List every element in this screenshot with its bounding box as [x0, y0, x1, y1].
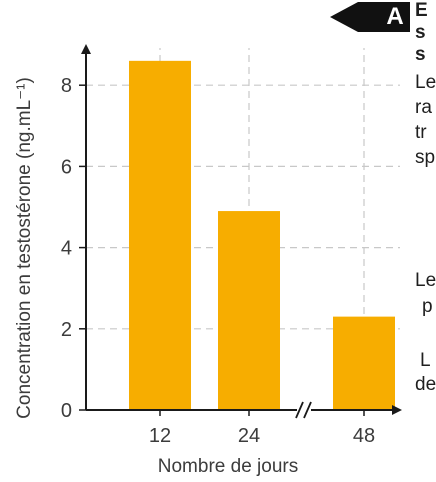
axes — [79, 44, 402, 419]
side-text-line: Le — [415, 270, 436, 291]
axis-break-mark — [303, 401, 312, 419]
x-axis-arrow — [392, 405, 402, 415]
y-axis-arrow — [81, 44, 91, 54]
x-tick-label: 48 — [353, 425, 375, 447]
axis-break-gap — [297, 407, 311, 413]
y-tick-label: 8 — [61, 75, 72, 97]
side-text-line: sp — [415, 147, 436, 168]
bar — [218, 211, 280, 410]
y-tick-label: 0 — [61, 400, 72, 422]
side-text-line: de — [415, 374, 436, 395]
side-text-line: p — [422, 296, 433, 317]
side-text-line: ra — [415, 97, 432, 118]
side-text-line: tr — [415, 122, 427, 143]
axis-break-mark — [295, 401, 304, 419]
side-text-line: Le — [415, 72, 436, 93]
x-axis-label: Nombre de jours — [158, 456, 298, 477]
side-text-line: L — [420, 350, 431, 371]
badge-arrow-icon — [330, 2, 410, 32]
panel-badge — [330, 2, 410, 32]
bars — [129, 60, 395, 411]
bar — [333, 316, 395, 410]
y-tick-label: 2 — [61, 319, 72, 341]
x-tick-label: 24 — [238, 425, 260, 447]
y-tick-label: 4 — [61, 238, 72, 260]
bar — [129, 60, 191, 411]
x-tick-label: 12 — [149, 425, 171, 447]
y-axis-label: Concentration en testostérone (ng.mL⁻¹) — [14, 77, 35, 419]
side-text-line: s — [415, 44, 426, 65]
side-text-line: s — [415, 22, 426, 43]
badge-letter: A — [386, 3, 404, 30]
side-text-line: E — [415, 0, 428, 21]
y-tick-label: 6 — [61, 156, 72, 178]
